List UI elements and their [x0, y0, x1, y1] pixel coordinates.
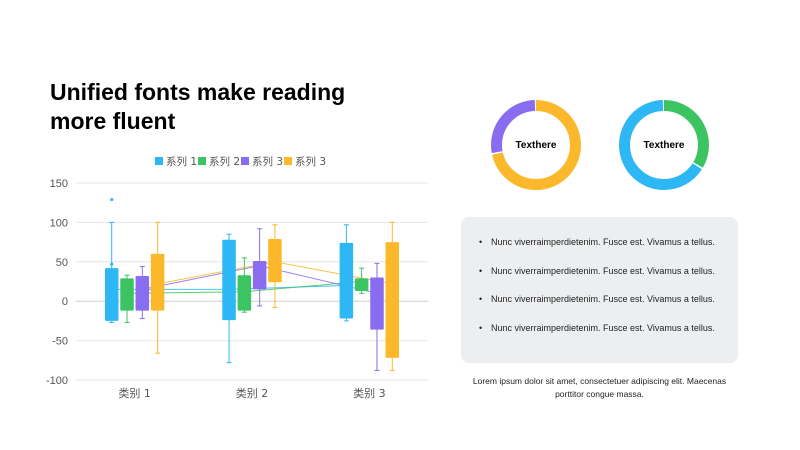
- legend-swatch: [155, 157, 163, 165]
- list-item-text: Nunc viverraimperdietenim. Fusce est. Vi…: [491, 237, 715, 247]
- box: [222, 239, 236, 321]
- y-tick-label: 50: [56, 257, 68, 269]
- box: [339, 242, 354, 319]
- box: [135, 275, 150, 311]
- legend-label: 系列 3: [252, 155, 283, 168]
- x-tick-label: 类别 3: [353, 386, 386, 400]
- donut-chart: Texthere: [490, 99, 582, 191]
- list-item: • Nunc viverraimperdietenim. Fusce est. V…: [479, 266, 738, 295]
- donut-chart: Texthere: [618, 99, 710, 191]
- bullet-mark: •: [479, 294, 483, 305]
- outlier-point: [110, 262, 114, 266]
- y-tick-label: -50: [52, 336, 68, 348]
- list-item: • Nunc viverraimperdietenim. Fusce est. V…: [479, 294, 738, 323]
- x-tick-label: 类别 2: [236, 386, 269, 400]
- legend-label: 系列 3: [295, 155, 326, 168]
- box: [150, 253, 165, 311]
- donut-segment: [619, 100, 709, 190]
- list-item-text: Nunc viverraimperdietenim. Fusce est. Vi…: [491, 294, 715, 305]
- y-tick-label: 0: [62, 296, 68, 308]
- page-title: Unified fonts make reading more fluent: [50, 79, 346, 134]
- legend-label: 系列 1: [166, 155, 197, 168]
- list-item: • Nunc viverraimperdietenim. Fusce est. V…: [479, 237, 738, 266]
- y-tick-label: -100: [46, 375, 68, 387]
- caption-text: Lorem ipsum dolor sit amet, consectetuer…: [472, 376, 727, 399]
- box: [252, 261, 267, 290]
- list-item-text: Nunc viverraimperdietenim. Fusce est. Vi…: [491, 322, 715, 333]
- box: [104, 268, 119, 321]
- y-tick-label: 100: [50, 217, 68, 229]
- bullet-list: • Nunc viverraimperdietenim. Fusce est. V…: [461, 217, 738, 351]
- legend-label: 系列 2: [209, 155, 240, 168]
- donut-ring: [619, 100, 709, 190]
- outlier-point: [110, 197, 114, 202]
- box: [237, 275, 252, 311]
- x-tick-label: 类别 1: [118, 386, 151, 400]
- y-tick-label: 150: [50, 178, 68, 190]
- donut-segment: [491, 100, 581, 190]
- donut-segment: [619, 100, 709, 190]
- bullet-mark: •: [479, 237, 483, 247]
- bullet-mark: •: [479, 265, 483, 276]
- legend-swatch: [241, 157, 249, 165]
- donut-label: Texthere: [515, 139, 557, 151]
- info-box: • Nunc viverraimperdietenim. Fusce est. V…: [461, 217, 738, 363]
- legend-swatch: [198, 157, 206, 165]
- box: [385, 242, 400, 358]
- box: [354, 278, 369, 291]
- box: [120, 278, 134, 311]
- donut-segment: [491, 100, 581, 190]
- donut-label: Texthere: [643, 139, 685, 151]
- box: [370, 277, 384, 330]
- box: [268, 238, 282, 283]
- list-item-text: Nunc viverraimperdietenim. Fusce est. Vi…: [491, 265, 715, 276]
- bullet-mark: •: [479, 322, 483, 333]
- list-item: • Nunc viverraimperdietenim. Fusce est. V…: [479, 323, 738, 352]
- legend-swatch: [284, 157, 292, 165]
- donut-ring: [491, 100, 581, 190]
